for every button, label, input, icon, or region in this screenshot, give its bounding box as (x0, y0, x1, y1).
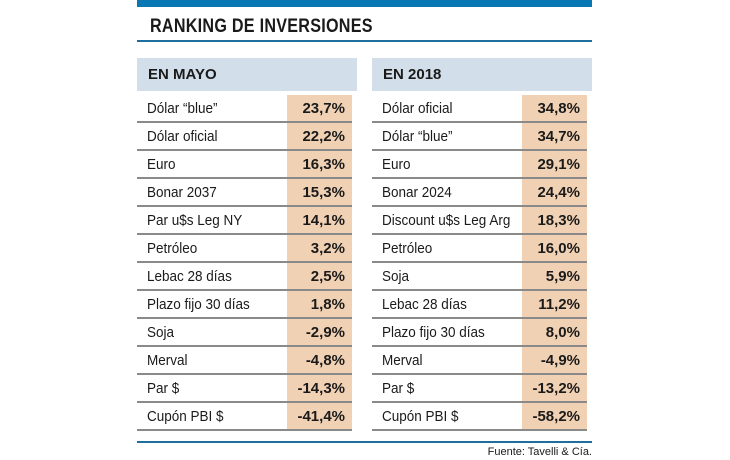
row-label: Par $ (382, 380, 415, 397)
row-value: 16,3% (287, 151, 352, 177)
table-row: Dólar “blue” 23,7% (137, 95, 352, 123)
row-value: 34,7% (522, 123, 587, 149)
row-value: -41,4% (287, 403, 352, 429)
row-value: 1,8% (287, 291, 352, 317)
table-row: Bonar 2024 24,4% (372, 179, 587, 207)
row-label: Dólar “blue” (147, 100, 218, 117)
row-label: Merval (147, 352, 188, 369)
table-row: Petróleo 3,2% (137, 235, 352, 263)
table-row: Plazo fijo 30 días 8,0% (372, 319, 587, 347)
table-row: Par u$s Leg NY 14,1% (137, 207, 352, 235)
row-label: Plazo fijo 30 días (147, 296, 250, 313)
row-label: Bonar 2024 (382, 184, 452, 201)
row-value: 3,2% (287, 235, 352, 261)
row-value: 22,2% (287, 123, 352, 149)
title-divider (137, 40, 592, 42)
row-label: Plazo fijo 30 días (382, 324, 485, 341)
row-label: Dólar “blue” (382, 128, 453, 145)
row-value: 8,0% (522, 319, 587, 345)
row-value: -4,9% (522, 347, 587, 373)
row-value: 11,2% (522, 291, 587, 317)
row-value: 16,0% (522, 235, 587, 261)
page-title: RANKING DE INVERSIONES (150, 16, 373, 37)
row-label: Dólar oficial (382, 100, 453, 117)
table-row: Merval -4,9% (372, 347, 587, 375)
row-value: 15,3% (287, 179, 352, 205)
row-label: Lebac 28 días (382, 296, 467, 313)
row-value: 5,9% (522, 263, 587, 289)
row-value: 29,1% (522, 151, 587, 177)
row-label: Merval (382, 352, 423, 369)
table-row: Dólar “blue” 34,7% (372, 123, 587, 151)
row-label: Par $ (147, 380, 180, 397)
row-label: Cupón PBI $ (382, 408, 459, 425)
table-row: Dólar oficial 22,2% (137, 123, 352, 151)
row-label: Dólar oficial (147, 128, 218, 145)
table-row: Euro 16,3% (137, 151, 352, 179)
source-note: Fuente: Tavelli & Cía. (487, 446, 592, 458)
row-label: Euro (147, 156, 176, 173)
row-label: Discount u$s Leg Arg (382, 212, 511, 229)
row-value: -14,3% (287, 375, 352, 401)
row-label: Lebac 28 días (147, 268, 232, 285)
top-bar (137, 0, 592, 7)
table-row: Cupón PBI $ -41,4% (137, 403, 352, 431)
table-row: Par $ -13,2% (372, 375, 587, 403)
row-value: 23,7% (287, 95, 352, 121)
table-row: Euro 29,1% (372, 151, 587, 179)
row-label: Petróleo (147, 240, 198, 257)
row-value: -4,8% (287, 347, 352, 373)
table-row: Bonar 2037 15,3% (137, 179, 352, 207)
row-value: 14,1% (287, 207, 352, 233)
row-value: 2,5% (287, 263, 352, 289)
row-label: Euro (382, 156, 411, 173)
row-value: -13,2% (522, 375, 587, 401)
row-label: Soja (382, 268, 410, 285)
table-row: Plazo fijo 30 días 1,8% (137, 291, 352, 319)
row-label: Par u$s Leg NY (147, 212, 243, 229)
row-value: -58,2% (522, 403, 587, 429)
table-row: Par $ -14,3% (137, 375, 352, 403)
table-row: Dólar oficial 34,8% (372, 95, 587, 123)
table-row: Merval -4,8% (137, 347, 352, 375)
row-value: 18,3% (522, 207, 587, 233)
row-label: Cupón PBI $ (147, 408, 224, 425)
table-row: Lebac 28 días 2,5% (137, 263, 352, 291)
table-row: Soja -2,9% (137, 319, 352, 347)
row-value: 24,4% (522, 179, 587, 205)
table-header: EN MAYO (137, 58, 357, 91)
row-value: -2,9% (287, 319, 352, 345)
row-label: Bonar 2037 (147, 184, 217, 201)
table-row: Cupón PBI $ -58,2% (372, 403, 587, 431)
bottom-divider (137, 441, 592, 443)
row-label: Soja (147, 324, 175, 341)
table-row: Lebac 28 días 11,2% (372, 291, 587, 319)
table-en-2018: EN 2018 Dólar oficial 34,8% Dólar “blue” 34… (372, 58, 592, 431)
row-value: 34,8% (522, 95, 587, 121)
table-row: Soja 5,9% (372, 263, 587, 291)
table-header: EN 2018 (372, 58, 592, 91)
table-row: Discount u$s Leg Arg 18,3% (372, 207, 587, 235)
row-label: Petróleo (382, 240, 433, 257)
table-en-mayo: EN MAYO Dólar “blue” 23,7% Dólar oficial 22… (137, 58, 357, 431)
table-row: Petróleo 16,0% (372, 235, 587, 263)
